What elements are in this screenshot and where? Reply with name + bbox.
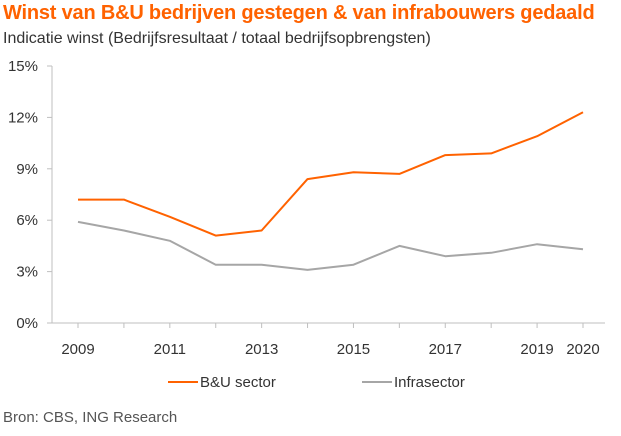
source-note: Bron: CBS, ING Research [3,409,178,426]
legend: B&U sector Infrasector [168,374,465,391]
y-tick-label: 12% [8,109,38,126]
legend-label: B&U sector [200,374,276,391]
x-axis: 2009 2011 2013 2015 2017 2019 2020 [61,323,600,358]
x-tick-label: 2017 [429,341,462,358]
series-lines [77,111,584,271]
x-tick-label: 2013 [245,341,278,358]
y-tick-label: 3% [16,264,38,281]
chart-title: Winst van B&U bedrijven gestegen & van i… [3,2,595,24]
x-tick-label: 2020 [566,341,599,358]
y-tick-label: 6% [16,212,38,229]
y-tick-label: 9% [16,161,38,178]
y-tick-label: 0% [16,315,38,332]
x-tick-label: 2015 [337,341,370,358]
y-tick-label: 15% [8,58,38,75]
series-line-infrasector [77,220,584,271]
x-tick-label: 2011 [154,341,186,358]
x-tick-label: 2019 [520,341,553,358]
x-tick-label: 2009 [61,341,94,358]
series-line-bu-sector [78,111,584,237]
y-axis: 0% 3% 6% 9% 12% 15% [8,58,52,332]
chart-subtitle: Indicatie winst (Bedrijfsresultaat / tot… [3,30,431,47]
legend-label: Infrasector [394,374,465,391]
